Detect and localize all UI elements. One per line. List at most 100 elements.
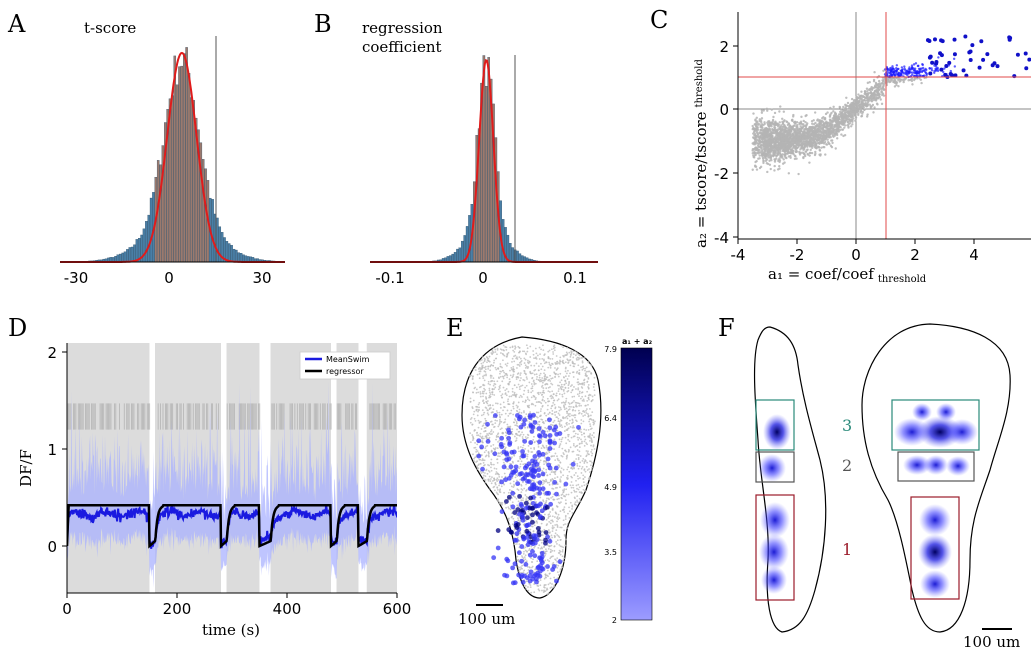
cell-point [476, 434, 478, 437]
scatter-point [760, 154, 764, 157]
cell-point [479, 391, 482, 393]
scatter-point [847, 118, 851, 122]
cell-point [576, 436, 579, 439]
cell-point [520, 566, 522, 569]
scatter-point [798, 143, 802, 147]
cell-point [574, 472, 577, 474]
swim-event-tick [132, 403, 134, 430]
scatter-point [825, 126, 828, 130]
tick-label: -2 [790, 246, 805, 264]
cell-point [560, 424, 563, 427]
cell-point [483, 459, 486, 462]
scatter-point [782, 139, 786, 142]
cell-point [564, 379, 567, 382]
swim-event-tick [345, 403, 347, 430]
cell-point [517, 566, 520, 568]
cell-point [567, 435, 570, 438]
cell-point [553, 584, 556, 587]
swim-event-tick [394, 403, 396, 430]
cell-point [494, 473, 497, 475]
cell-point [472, 375, 474, 378]
histogram-bar [128, 247, 132, 263]
cell-point [554, 477, 556, 480]
cell-point [485, 374, 487, 377]
swim-event-tick [233, 403, 235, 430]
cell-point [545, 445, 548, 447]
scatter-point-outlier [970, 43, 975, 48]
cell-point [501, 369, 504, 372]
cell-point [488, 470, 491, 473]
swim-event-tick [68, 403, 70, 430]
cell-point [494, 386, 497, 389]
cell-point [543, 584, 546, 587]
scatter-point [778, 121, 781, 124]
cell-point [534, 347, 537, 350]
cell-point [578, 430, 581, 433]
scatter-point [872, 95, 875, 99]
cell-point [542, 445, 545, 448]
histogram-bar [171, 95, 174, 263]
swim-event-tick [100, 403, 102, 430]
scatter-point [850, 97, 854, 101]
cell-point [507, 519, 510, 522]
cell-point [568, 510, 571, 513]
scatter-point [911, 73, 914, 77]
scatter-point [767, 151, 770, 154]
cell-point [573, 474, 576, 476]
swim-event-tick [313, 403, 315, 430]
scatter-point [845, 104, 848, 107]
scatter-point [783, 161, 786, 164]
cell-point [562, 354, 565, 357]
cell-point [562, 491, 565, 494]
scatter-point [898, 80, 901, 83]
swim-event-tick [160, 403, 161, 430]
scatter-point [763, 154, 766, 157]
cell-point [483, 387, 485, 390]
histogram-bar [509, 243, 512, 263]
cell-point [565, 450, 568, 453]
cell-point [483, 464, 485, 467]
cell-point [485, 419, 488, 422]
cell-point [553, 576, 556, 579]
cell-point [546, 397, 549, 400]
cell-point [516, 555, 519, 558]
cell-point [512, 365, 515, 368]
cell-point [578, 486, 581, 489]
cell-point [485, 373, 487, 376]
histogram-bar [511, 247, 514, 263]
cell-point [580, 404, 582, 407]
cell-point [547, 517, 550, 519]
cell-point [588, 453, 590, 456]
cell-point [578, 390, 581, 393]
histogram-bar [453, 252, 457, 263]
scatter-point [875, 83, 878, 86]
scatter-point [904, 72, 907, 76]
scatter-point-outlier [1023, 51, 1028, 56]
cell-point [533, 395, 536, 398]
scatter-point [753, 151, 757, 155]
cell-point [502, 359, 504, 362]
cell-point [561, 447, 564, 450]
cell-point [528, 548, 531, 550]
cell-point [487, 382, 490, 385]
cell-point [537, 588, 540, 591]
swim-event-tick [338, 403, 339, 430]
cell-point [503, 349, 505, 352]
cell-point [477, 410, 479, 413]
cell-point [559, 553, 562, 556]
scatter-point [910, 64, 914, 67]
cell-point [556, 524, 559, 527]
cell-point [550, 544, 553, 547]
scatter-point [752, 112, 755, 115]
cell-point [543, 391, 546, 394]
cell-point [558, 409, 561, 412]
cell-point [566, 428, 569, 431]
scatter-point [826, 138, 829, 141]
scatter-point-outlier [927, 55, 932, 60]
cell-point [484, 430, 487, 432]
cell-point [568, 381, 570, 383]
cell-point [469, 401, 472, 403]
cell-point [525, 513, 528, 516]
cell-point [552, 353, 555, 355]
